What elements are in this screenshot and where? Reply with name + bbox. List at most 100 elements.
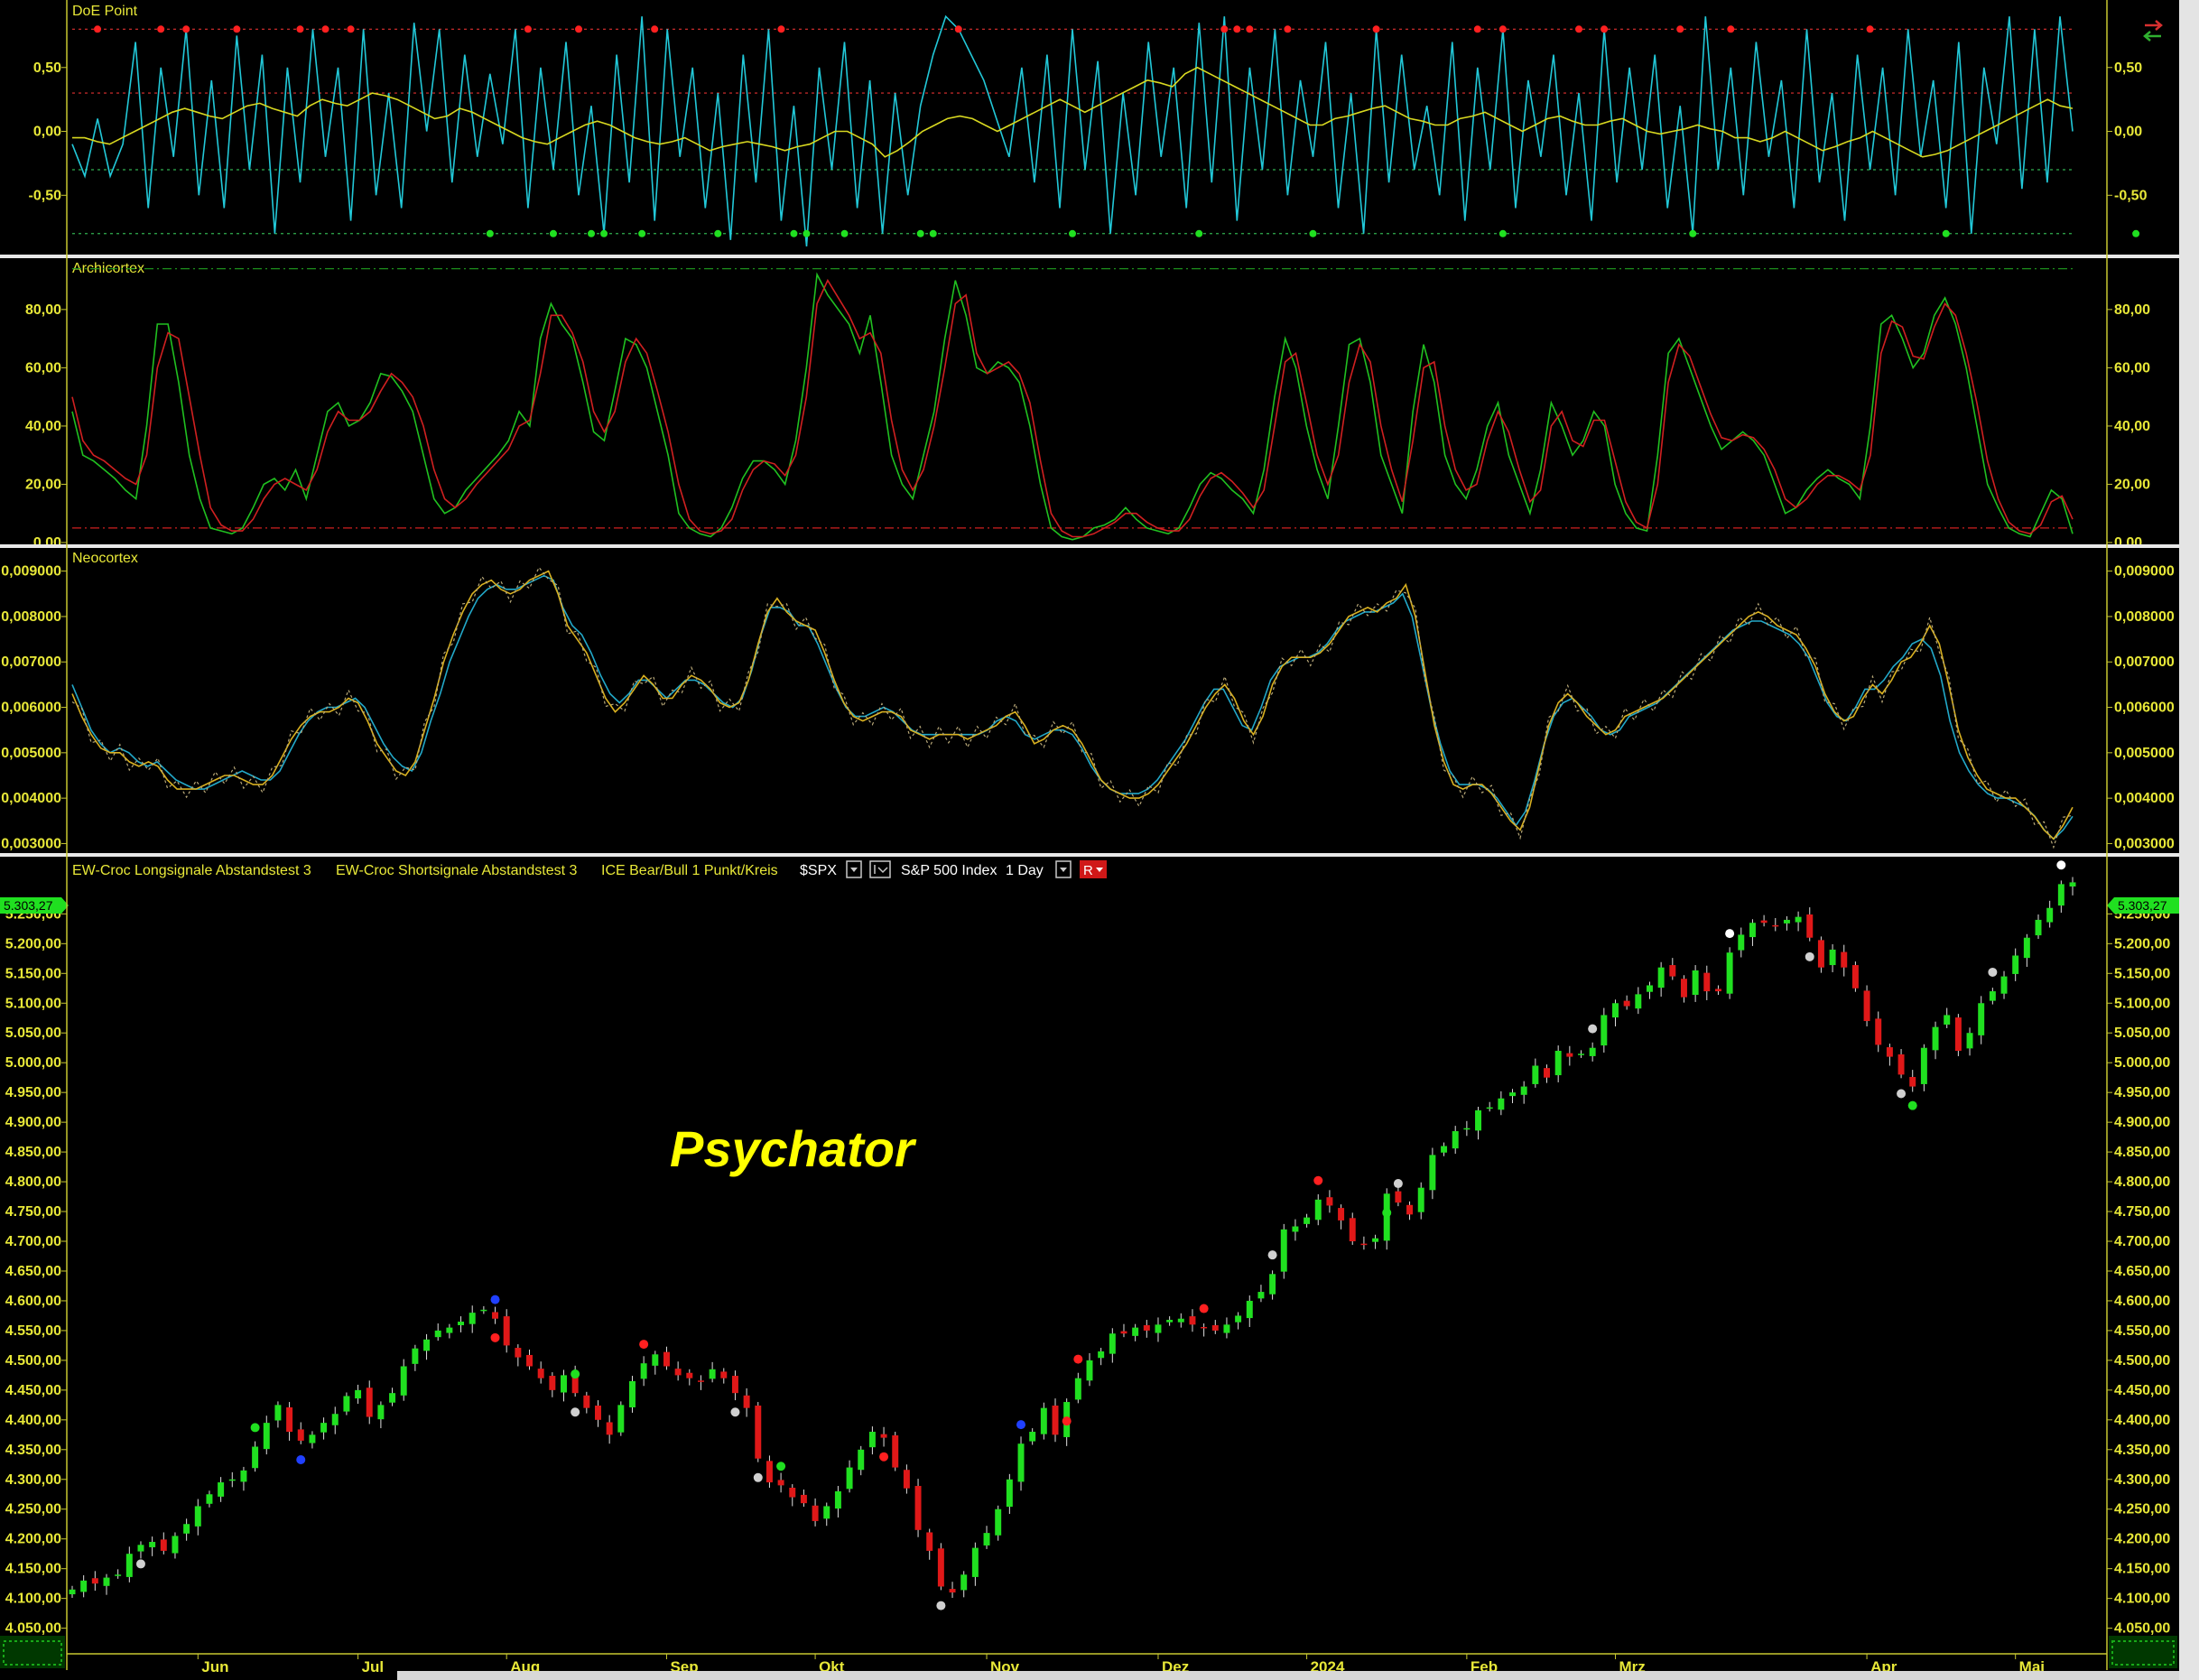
candle <box>1944 1007 1951 1028</box>
last-price-badge-left: 5.303,27 <box>0 897 69 914</box>
x-month-label: Jul <box>362 1658 385 1675</box>
sell-signal-dot <box>1473 25 1481 33</box>
candle <box>1932 1021 1939 1060</box>
y-tick-label-right: 0,50 <box>2114 60 2142 76</box>
doe-point-title: DoE Point <box>72 4 138 19</box>
price-badge-left: 5.303,27 <box>4 898 53 913</box>
candle <box>1829 943 1836 972</box>
y-tick-label-left: 4.950,00 <box>5 1085 61 1100</box>
candle <box>1909 1070 1916 1092</box>
symbol-label[interactable]: $SPX <box>800 863 837 878</box>
y-tick-label-right: 4.500,00 <box>2114 1353 2170 1369</box>
candle <box>1635 987 1642 1015</box>
candle <box>1657 961 1665 998</box>
signal-dot <box>1588 1024 1598 1034</box>
candle <box>1098 1348 1105 1366</box>
candle <box>606 1415 613 1444</box>
candle <box>1738 927 1745 958</box>
sell-signal-dot <box>651 25 659 33</box>
signal-dot <box>639 1340 649 1350</box>
panel-divider[interactable] <box>0 853 2199 857</box>
candle <box>103 1573 110 1595</box>
candle <box>1211 1320 1219 1334</box>
buy-signal-dot <box>803 229 811 237</box>
candle <box>412 1344 419 1371</box>
candle <box>1646 981 1653 999</box>
y-tick-label-right: 5.150,00 <box>2114 966 2170 981</box>
signal-dot <box>776 1462 786 1471</box>
y-tick-label-right: -0,50 <box>2114 188 2148 203</box>
candle <box>1498 1091 1505 1116</box>
y-tick-label-left: 4.550,00 <box>5 1323 61 1339</box>
buy-signal-dot <box>2132 229 2140 237</box>
candle <box>1989 988 1996 1005</box>
window-resize-strip[interactable] <box>2179 0 2199 1680</box>
candle <box>492 1306 499 1324</box>
y-tick-label-left: 4.200,00 <box>5 1532 61 1547</box>
doe-series-group <box>71 14 2074 246</box>
candle <box>503 1309 510 1353</box>
legend-ice-bear-bull[interactable]: ICE Bear/Bull 1 Punkt/Kreis <box>601 863 778 878</box>
candle <box>160 1532 167 1555</box>
y-tick-label-left: 4.150,00 <box>5 1562 61 1577</box>
doe-point-panel: DoE Point 0,50 0,50 0,00 0,00 -0,50 -0,50 <box>29 4 2191 246</box>
candle <box>1223 1317 1230 1339</box>
candle <box>800 1489 807 1508</box>
candle <box>1383 1188 1390 1250</box>
legend-shortsignale[interactable]: EW-Croc Shortsignale Abstandstest 3 <box>336 863 577 878</box>
candle <box>1257 1285 1265 1303</box>
candle <box>1554 1045 1562 1082</box>
candle <box>1714 985 1721 996</box>
left-scale-grip[interactable] <box>0 1636 65 1668</box>
candle <box>1109 1328 1116 1363</box>
candle <box>960 1571 968 1598</box>
sync-arrows-icon[interactable] <box>2143 20 2163 42</box>
candle <box>252 1441 259 1472</box>
price-panel: EW-Croc Longsignale Abstandstest 3 EW-Cr… <box>0 860 2179 1637</box>
signal-dot <box>571 1407 580 1417</box>
y-tick-label-left: 4.250,00 <box>5 1502 61 1518</box>
candle <box>297 1422 304 1444</box>
y-tick-label-left: 4.700,00 <box>5 1234 61 1249</box>
candle <box>228 1471 236 1488</box>
candle <box>765 1455 773 1489</box>
y-tick-label-right: 4.550,00 <box>2114 1323 2170 1339</box>
candle <box>1703 965 1711 1000</box>
candle <box>1509 1089 1517 1104</box>
y-tick-label-right: 4.700,00 <box>2114 1234 2170 1249</box>
right-scale-grip[interactable] <box>2109 1636 2177 1668</box>
y-tick-label-right: 4.600,00 <box>2114 1294 2170 1309</box>
y-tick-label-left: 4.050,00 <box>5 1621 61 1637</box>
candle <box>240 1466 247 1491</box>
y-tick-label-left: 5.150,00 <box>5 966 61 981</box>
panel-divider[interactable] <box>0 255 2199 258</box>
candle <box>1520 1081 1527 1104</box>
candle <box>1189 1309 1196 1332</box>
candle <box>743 1388 750 1417</box>
y-tick-label-right: 4.300,00 <box>2114 1472 2170 1488</box>
interval-label[interactable]: 1 Day <box>1006 863 1044 878</box>
candle <box>423 1333 431 1360</box>
candlestick-series <box>69 877 2076 1598</box>
sell-signal-dot <box>575 25 583 33</box>
y-tick-label-left: 4.650,00 <box>5 1264 61 1279</box>
series-line-1 <box>71 570 2074 840</box>
candle <box>343 1392 350 1415</box>
horizontal-scrollbar[interactable] <box>397 1671 2199 1680</box>
candle <box>1749 919 1756 946</box>
candle <box>561 1369 567 1402</box>
candle <box>434 1323 441 1341</box>
candle <box>1463 1120 1471 1137</box>
series-line-0 <box>71 272 2074 541</box>
y-tick-label-left: 0,00 <box>33 125 61 140</box>
candle <box>1897 1049 1905 1079</box>
candle <box>1314 1193 1322 1226</box>
candle <box>2057 880 2064 914</box>
realtime-toggle-button[interactable] <box>1080 860 1107 878</box>
signal-dot <box>936 1601 946 1610</box>
legend-longsignale[interactable]: EW-Croc Longsignale Abstandstest 3 <box>72 863 311 878</box>
panel-divider[interactable] <box>0 544 2199 548</box>
buy-signal-dot <box>549 229 557 237</box>
y-tick-label-right: 4.050,00 <box>2114 1621 2170 1637</box>
candle <box>1304 1213 1311 1228</box>
